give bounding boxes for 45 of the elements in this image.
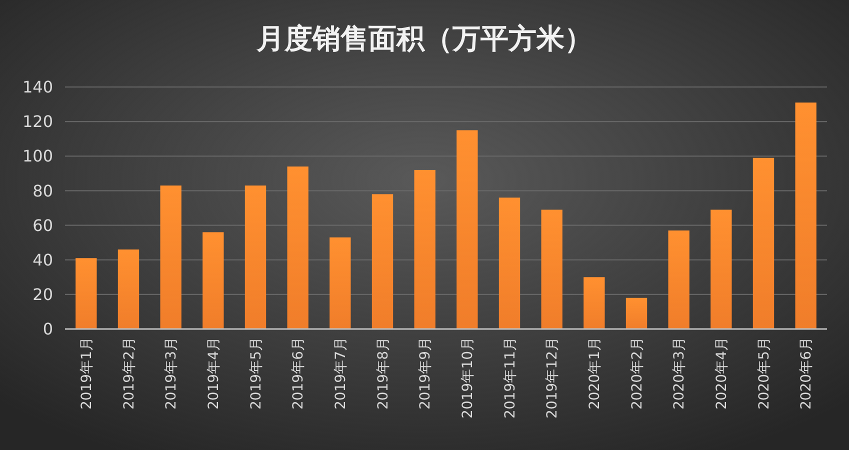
y-tick-label: 120: [22, 112, 53, 132]
bar: [414, 170, 436, 329]
bar: [626, 298, 648, 329]
bar: [584, 277, 605, 329]
x-tick-label: 2019年11月: [502, 337, 518, 418]
x-tick-label: 2019年10月: [460, 337, 476, 418]
y-tick-label: 0: [42, 320, 53, 339]
bar: [668, 230, 690, 329]
bar: [498, 198, 520, 329]
x-tick-label: 2020年2月: [629, 337, 646, 410]
bar: [372, 194, 394, 329]
x-tick-label: 2019年2月: [121, 337, 138, 410]
bar: [710, 210, 732, 329]
x-tick-label: 2019年8月: [375, 337, 392, 410]
y-tick-label: 60: [32, 216, 53, 235]
bar: [752, 158, 774, 329]
x-tick-label: 2019年9月: [418, 337, 434, 410]
bar: [287, 166, 308, 329]
bar: [456, 130, 478, 329]
x-tick-label: 2020年4月: [714, 337, 730, 410]
bar: [202, 232, 224, 329]
y-tick-label: 100: [22, 146, 53, 166]
bar: [244, 186, 266, 329]
bar: [330, 237, 351, 329]
y-tick-label: 140: [22, 78, 53, 97]
x-tick-label: 2019年6月: [290, 337, 307, 410]
x-tick-label: 2019年1月: [79, 337, 96, 410]
chart-title: 月度销售面积（万平方米）: [256, 22, 592, 55]
x-tick-label: 2019年4月: [206, 337, 222, 410]
y-tick-label: 80: [32, 181, 53, 200]
x-tick-label: 2020年6月: [798, 337, 815, 410]
bar: [795, 102, 816, 329]
x-tick-label: 2020年3月: [672, 337, 688, 410]
x-tick-label: 2019年3月: [164, 337, 180, 410]
x-tick-label: 2019年5月: [248, 337, 264, 410]
bar: [76, 258, 97, 329]
x-tick-label: 2020年1月: [587, 337, 604, 410]
bar: [160, 186, 182, 329]
x-tick-label: 2019年12月: [544, 337, 561, 418]
bar: [541, 210, 562, 329]
x-tick-label: 2020年5月: [756, 337, 772, 410]
y-tick-label: 40: [32, 250, 53, 270]
bar: [118, 249, 140, 329]
y-tick-label: 20: [32, 285, 53, 304]
x-tick-label: 2019年7月: [333, 337, 350, 410]
